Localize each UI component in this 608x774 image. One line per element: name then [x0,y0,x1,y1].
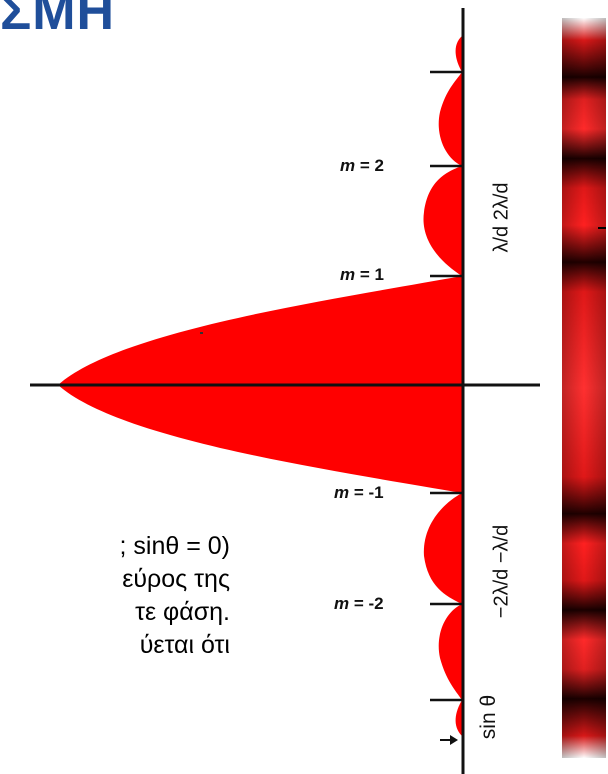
order-lobe-plus3 [455,36,462,72]
order-label-m-2: m = -2 [334,594,384,613]
body-line-3: τε φάση. [135,598,230,626]
order-lobe-minus3 [455,700,462,736]
body-line-4: ύεται ότι [139,631,230,659]
order-lobe-minus2 [438,604,462,700]
body-text: ; sinθ = 0) εύρος της τε φάση. ύεται ότι [0,530,230,662]
order-lobe-plus1 [423,166,462,276]
order-lobe-plus2 [438,72,462,166]
order-label-m-1: m = -1 [334,483,384,502]
upper-axis-label: λ/d 2λ/d [490,182,513,253]
body-line-2: εύρος της [122,565,230,593]
sin-theta-label: sin θ [477,694,500,740]
order-label-m1: m = 1 [340,265,384,284]
order-lobe-minus1 [423,493,462,604]
axis-arrow-head [450,735,458,745]
lower-axis-label: −2λ/d −λ/d [490,524,513,619]
body-line-1: ; sinθ = 0) [119,532,230,560]
slide-title: ΣΜΗ [0,0,116,41]
order-label-m2: m = 2 [340,156,384,175]
